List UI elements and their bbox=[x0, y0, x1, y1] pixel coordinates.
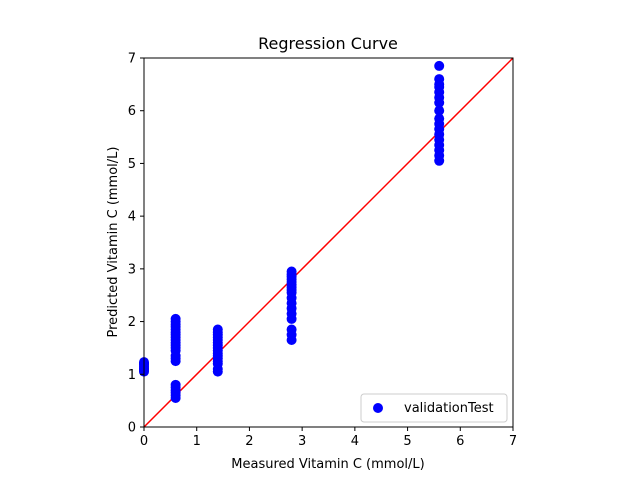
data-point bbox=[170, 379, 181, 390]
data-point bbox=[434, 60, 445, 71]
x-tick-label: 1 bbox=[193, 434, 201, 449]
x-tick-label: 4 bbox=[351, 434, 359, 449]
plot-frame bbox=[143, 57, 514, 428]
data-point bbox=[286, 324, 297, 335]
x-axis-ticks: 0 1 2 3 4 5 6 7 bbox=[140, 427, 517, 449]
y-tick-label: 5 bbox=[128, 157, 136, 172]
legend-marker bbox=[373, 403, 383, 413]
reference-line bbox=[143, 57, 514, 428]
data-point bbox=[170, 313, 181, 324]
scatter-points-layer bbox=[139, 60, 445, 404]
data-point bbox=[434, 74, 445, 85]
x-axis-title: Measured Vitamin C (mmol/L) bbox=[231, 457, 424, 472]
x-tick-label: 7 bbox=[509, 434, 517, 449]
reference-line-layer bbox=[143, 57, 514, 428]
x-tick-label: 6 bbox=[456, 434, 464, 449]
data-point bbox=[434, 113, 445, 124]
legend-box bbox=[360, 393, 508, 423]
chart-title: Regression Curve bbox=[258, 34, 398, 53]
legend: validationTest bbox=[360, 393, 508, 423]
y-axis-ticks: 0 1 2 3 4 5 6 7 bbox=[128, 52, 144, 436]
y-tick-label: 3 bbox=[128, 262, 136, 277]
y-tick-label: 7 bbox=[128, 52, 136, 67]
data-point bbox=[286, 266, 297, 277]
data-point bbox=[212, 324, 223, 335]
y-axis-title: Predicted Vitamin C (mmol/L) bbox=[106, 147, 121, 338]
legend-label: validationTest bbox=[404, 401, 494, 416]
x-tick-label: 0 bbox=[140, 434, 148, 449]
x-tick-label: 5 bbox=[403, 434, 411, 449]
y-tick-label: 4 bbox=[128, 210, 136, 225]
y-tick-label: 0 bbox=[128, 421, 136, 436]
y-tick-label: 6 bbox=[128, 104, 136, 119]
y-tick-label: 2 bbox=[128, 315, 136, 330]
x-tick-label: 2 bbox=[245, 434, 253, 449]
data-point bbox=[434, 105, 445, 116]
x-tick-label: 3 bbox=[298, 434, 306, 449]
y-tick-label: 1 bbox=[128, 368, 136, 383]
